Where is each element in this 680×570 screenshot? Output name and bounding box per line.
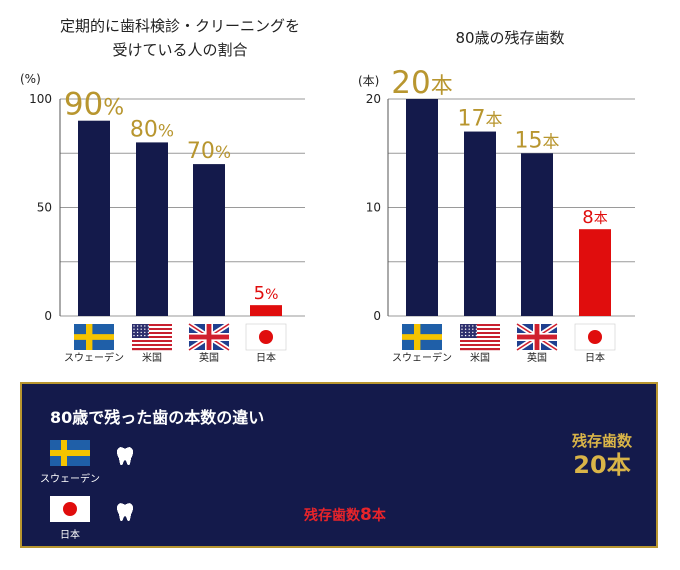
data-label-unit: 本 [594, 211, 608, 227]
data-label-number: 5 [254, 283, 265, 304]
data-label: 8本 [582, 207, 607, 228]
tooth-icon [117, 503, 133, 521]
usa-flag-icon [460, 324, 500, 351]
data-label: 80% [130, 117, 174, 142]
data-label-number: 17 [458, 107, 486, 132]
bar [136, 142, 168, 316]
x-tick-label: スウェーデン [64, 351, 124, 364]
japan-label: 日本 [60, 530, 80, 541]
data-label-unit: % [103, 96, 124, 121]
tooth-icon [117, 447, 133, 465]
chart-title-checkup: 定期的に歯科検診・クリーニングを 受けている人の割合 [30, 14, 330, 62]
x-tick-label: 米国 [470, 351, 490, 364]
bar [250, 305, 282, 316]
unit-label-teeth: (本) [358, 74, 380, 88]
data-label-number: 8 [582, 207, 593, 228]
y-tick-label: 50 [37, 201, 52, 215]
y-tick-label: 100 [29, 92, 52, 106]
x-tick-label: スウェーデン [392, 351, 452, 364]
data-label-number: 80 [130, 117, 158, 142]
data-label: 90% [64, 87, 124, 123]
bar [579, 229, 611, 316]
data-label-unit: 本 [543, 132, 560, 152]
data-label: 17本 [458, 107, 503, 132]
bar [78, 120, 110, 316]
sweden-flag-icon [74, 324, 114, 350]
uk-flag-icon [515, 321, 559, 353]
comparison-title: 80歳で残った歯の本数の違い [50, 408, 265, 427]
data-label: 5% [254, 283, 279, 304]
chart-title-teeth: 80歳の残存歯数 [455, 29, 565, 47]
sweden-summary-value: 20本 [573, 451, 631, 479]
unit-label-percent: (%) [20, 72, 41, 86]
y-tick-label: 0 [44, 309, 52, 323]
data-label-unit: 本 [431, 74, 453, 99]
x-tick-label: 英国 [527, 351, 547, 364]
data-label-number: 90 [64, 87, 103, 123]
data-label-number: 70 [187, 139, 215, 164]
japan-flag-icon [574, 323, 616, 351]
sweden-summary-label: 残存歯数 [571, 432, 632, 450]
bar [464, 131, 496, 316]
data-label-number: 15 [515, 128, 543, 153]
x-tick-label: 日本 [585, 351, 605, 364]
uk-flag-icon [187, 321, 231, 353]
y-tick-label: 0 [373, 309, 381, 323]
japan-summary-unit: 本 [371, 508, 386, 524]
data-label-unit: 本 [486, 111, 503, 131]
japan-flag-icon [245, 323, 287, 351]
x-tick-label: 日本 [256, 351, 276, 364]
japan-flag-icon [50, 496, 90, 522]
data-label-number: 20 [391, 65, 430, 101]
data-label-unit: % [265, 287, 278, 303]
x-tick-label: 米国 [142, 351, 162, 364]
japan-summary-label: 残存歯数 [304, 508, 360, 524]
comparison-panel: 80歳で残った歯の本数の違い スウェーデン 残存歯数 20本 日本 残存歯数8本 [20, 382, 658, 548]
data-label-unit: % [215, 143, 231, 163]
sweden-label: スウェーデン [40, 474, 100, 485]
data-label: 20本 [391, 65, 452, 101]
chart-title-line: 受けている人の割合 [112, 41, 248, 59]
sweden-flag-icon [402, 324, 442, 350]
data-label: 15本 [515, 128, 560, 153]
chart-title-line: 定期的に歯科検診・クリーニングを [59, 17, 300, 35]
x-tick-label: 英国 [199, 351, 219, 364]
data-label: 70% [187, 139, 231, 164]
data-label-unit: % [158, 121, 174, 141]
y-tick-label: 10 [366, 201, 381, 215]
bar [406, 99, 438, 316]
sweden-summary: 残存歯数 20本 [557, 430, 647, 479]
y-tick-label: 20 [366, 92, 381, 106]
usa-flag-icon [132, 324, 172, 351]
bar [521, 153, 553, 316]
sweden-flag-icon [50, 440, 90, 466]
japan-summary: 残存歯数8本 [304, 505, 386, 525]
japan-summary-number: 8 [360, 505, 372, 525]
bar [193, 164, 225, 316]
